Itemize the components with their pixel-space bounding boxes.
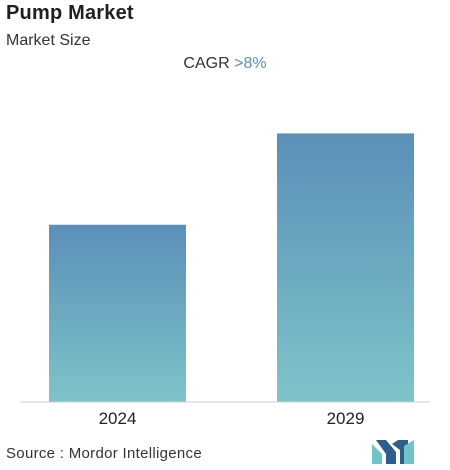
bar-2024: [49, 224, 186, 402]
bar-2029: [277, 133, 414, 402]
chart-title: Pump Market: [6, 2, 134, 24]
source-label: Source : Mordor Intelligence: [6, 445, 202, 462]
bars-layer: [49, 133, 414, 402]
x-tick-label-2029: 2029: [327, 409, 365, 428]
x-tick-label-2024: 2024: [99, 409, 137, 428]
chart-subtitle: Market Size: [6, 32, 91, 49]
cagr-annotation: CAGR >8%: [0, 55, 450, 73]
cagr-label: CAGR: [183, 55, 230, 72]
x-tick-labels: 2024 2029: [99, 409, 365, 428]
mordor-intelligence-logo-icon: [372, 440, 414, 464]
cagr-value: >8%: [234, 55, 267, 72]
